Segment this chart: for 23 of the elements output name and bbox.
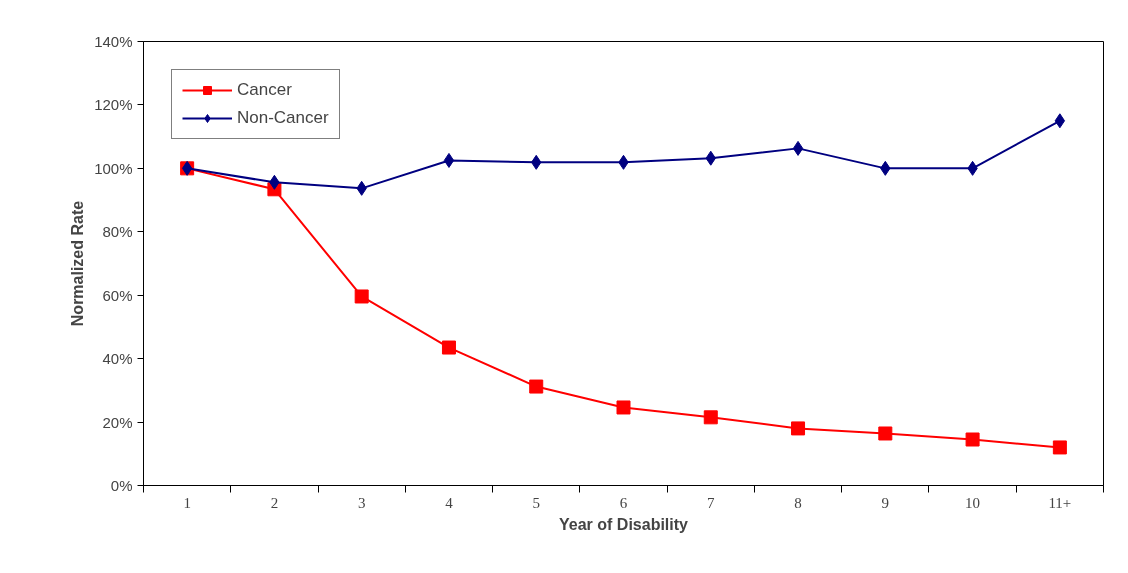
x-tick-label: 3: [357, 494, 366, 511]
x-tick-label: 10: [965, 494, 981, 511]
x-tick-label: 9: [881, 494, 890, 511]
y-tick-label: 140%: [94, 33, 133, 50]
x-tick-label: 4: [445, 494, 454, 511]
legend-label: Non-Cancer: [237, 108, 329, 128]
y-tick-label: 60%: [102, 286, 133, 304]
y-tick-label: 120%: [94, 96, 133, 114]
y-tick-label: 0%: [110, 477, 133, 494]
y-tick-label: 20%: [102, 413, 133, 431]
x-axis-title: Year of Disability: [559, 515, 689, 533]
x-tick-label: 8: [794, 494, 802, 511]
y-tick-label: 40%: [102, 350, 133, 368]
y-axis-title: Normalized Rate: [69, 200, 87, 327]
x-tick-label: 5: [532, 494, 540, 511]
x-tick-label: 6: [619, 494, 628, 511]
x-tick-label: 1: [183, 494, 191, 511]
x-tick-label: 2: [270, 494, 279, 511]
legend-label: Cancer: [237, 80, 292, 100]
y-tick-label: 80%: [102, 223, 133, 241]
x-tick-label: 7: [707, 494, 716, 511]
y-tick-label: 100%: [94, 159, 133, 177]
x-tick-label: 11+: [1048, 494, 1072, 511]
